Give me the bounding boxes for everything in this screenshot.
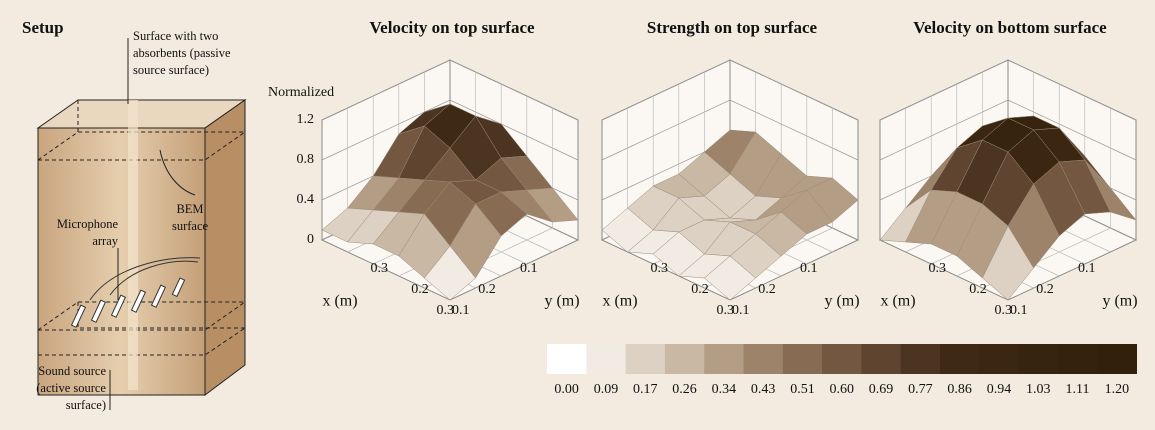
colorbar-label: 1.11 xyxy=(1066,382,1090,397)
setup-title: Setup xyxy=(22,18,64,37)
colorbar-cell xyxy=(704,344,744,374)
colorbar-cell xyxy=(586,344,626,374)
x-axis-label: x (m) xyxy=(602,293,637,310)
x-axis-label: x (m) xyxy=(322,293,357,310)
colorbar-label: 0.86 xyxy=(947,382,972,397)
colorbar-label: 0.17 xyxy=(633,382,658,397)
colorbar-label: 0.51 xyxy=(790,382,815,397)
colorbar-label: 0.69 xyxy=(869,382,894,397)
x-tick-label: 0.2 xyxy=(758,282,776,297)
y-tick-label: 0.3 xyxy=(370,261,388,276)
y-tick-label: 0.1 xyxy=(452,303,470,318)
y-axis-label: y (m) xyxy=(544,293,579,310)
colorbar-cell xyxy=(861,344,901,374)
colorbar-label: 0.09 xyxy=(594,382,619,397)
colorbar-cell xyxy=(665,344,705,374)
y-axis-label: y (m) xyxy=(1102,293,1137,310)
z-axis-label: Normalized xyxy=(268,85,334,100)
source-label: (active source xyxy=(36,381,106,395)
y-tick-label: 0.2 xyxy=(411,282,429,297)
x-tick-label: 0.1 xyxy=(520,261,538,276)
colorbar-cell xyxy=(547,344,587,374)
mic-label: array xyxy=(92,234,118,248)
note-line: Surface with two xyxy=(133,29,218,43)
x-tick-label: 0.1 xyxy=(1078,261,1096,276)
panel-title: Velocity on top surface xyxy=(369,18,535,37)
colorbar-cell xyxy=(1058,344,1098,374)
panel-title: Velocity on bottom surface xyxy=(913,18,1107,37)
bem-label: BEM xyxy=(176,202,203,216)
y-tick-label: 0.2 xyxy=(691,282,709,297)
colorbar-label: 0.43 xyxy=(751,382,776,397)
x-tick-label: 0.1 xyxy=(800,261,818,276)
colorbar-cell xyxy=(744,344,784,374)
colorbar-label: 1.20 xyxy=(1105,382,1130,397)
colorbar-label: 0.00 xyxy=(554,382,579,397)
panel-title: Strength on top surface xyxy=(647,18,818,37)
z-tick-label: 0.4 xyxy=(297,192,315,207)
note-line: source surface) xyxy=(133,63,209,77)
source-label: Sound source xyxy=(38,364,106,378)
y-axis-label: y (m) xyxy=(824,293,859,310)
colorbar-cell xyxy=(901,344,941,374)
colorbar-cell xyxy=(1097,344,1137,374)
colorbar-label: 0.77 xyxy=(908,382,933,397)
colorbar-label: 1.03 xyxy=(1026,382,1051,397)
source-label: surface) xyxy=(66,398,106,412)
colorbar-cell xyxy=(940,344,980,374)
y-tick-label: 0.3 xyxy=(650,261,668,276)
z-tick-label: 0 xyxy=(307,232,314,247)
y-tick-label: 0.2 xyxy=(969,282,987,297)
x-tick-label: 0.2 xyxy=(478,282,496,297)
note-line: absorbents (passive xyxy=(133,46,231,60)
mic-label: Microphone xyxy=(57,217,119,231)
y-tick-label: 0.1 xyxy=(1010,303,1028,318)
colorbar-label: 0.34 xyxy=(712,382,737,397)
z-tick-label: 1.2 xyxy=(297,112,315,127)
colorbar-cell xyxy=(783,344,823,374)
colorbar-label: 0.26 xyxy=(672,382,697,397)
colorbar-label: 0.60 xyxy=(830,382,855,397)
x-axis-label: x (m) xyxy=(880,293,915,310)
colorbar-cell xyxy=(979,344,1019,374)
colorbar-cell xyxy=(822,344,862,374)
colorbar-cell xyxy=(1019,344,1059,374)
colorbar-label: 0.94 xyxy=(987,382,1012,397)
y-tick-label: 0.1 xyxy=(732,303,750,318)
z-tick-label: 0.8 xyxy=(297,152,315,167)
bem-label: surface xyxy=(172,219,209,233)
figure: Setup Surface with two absorbents (passi… xyxy=(0,0,1155,430)
colorbar-cell xyxy=(626,344,666,374)
x-tick-label: 0.2 xyxy=(1036,282,1054,297)
y-tick-label: 0.3 xyxy=(928,261,946,276)
